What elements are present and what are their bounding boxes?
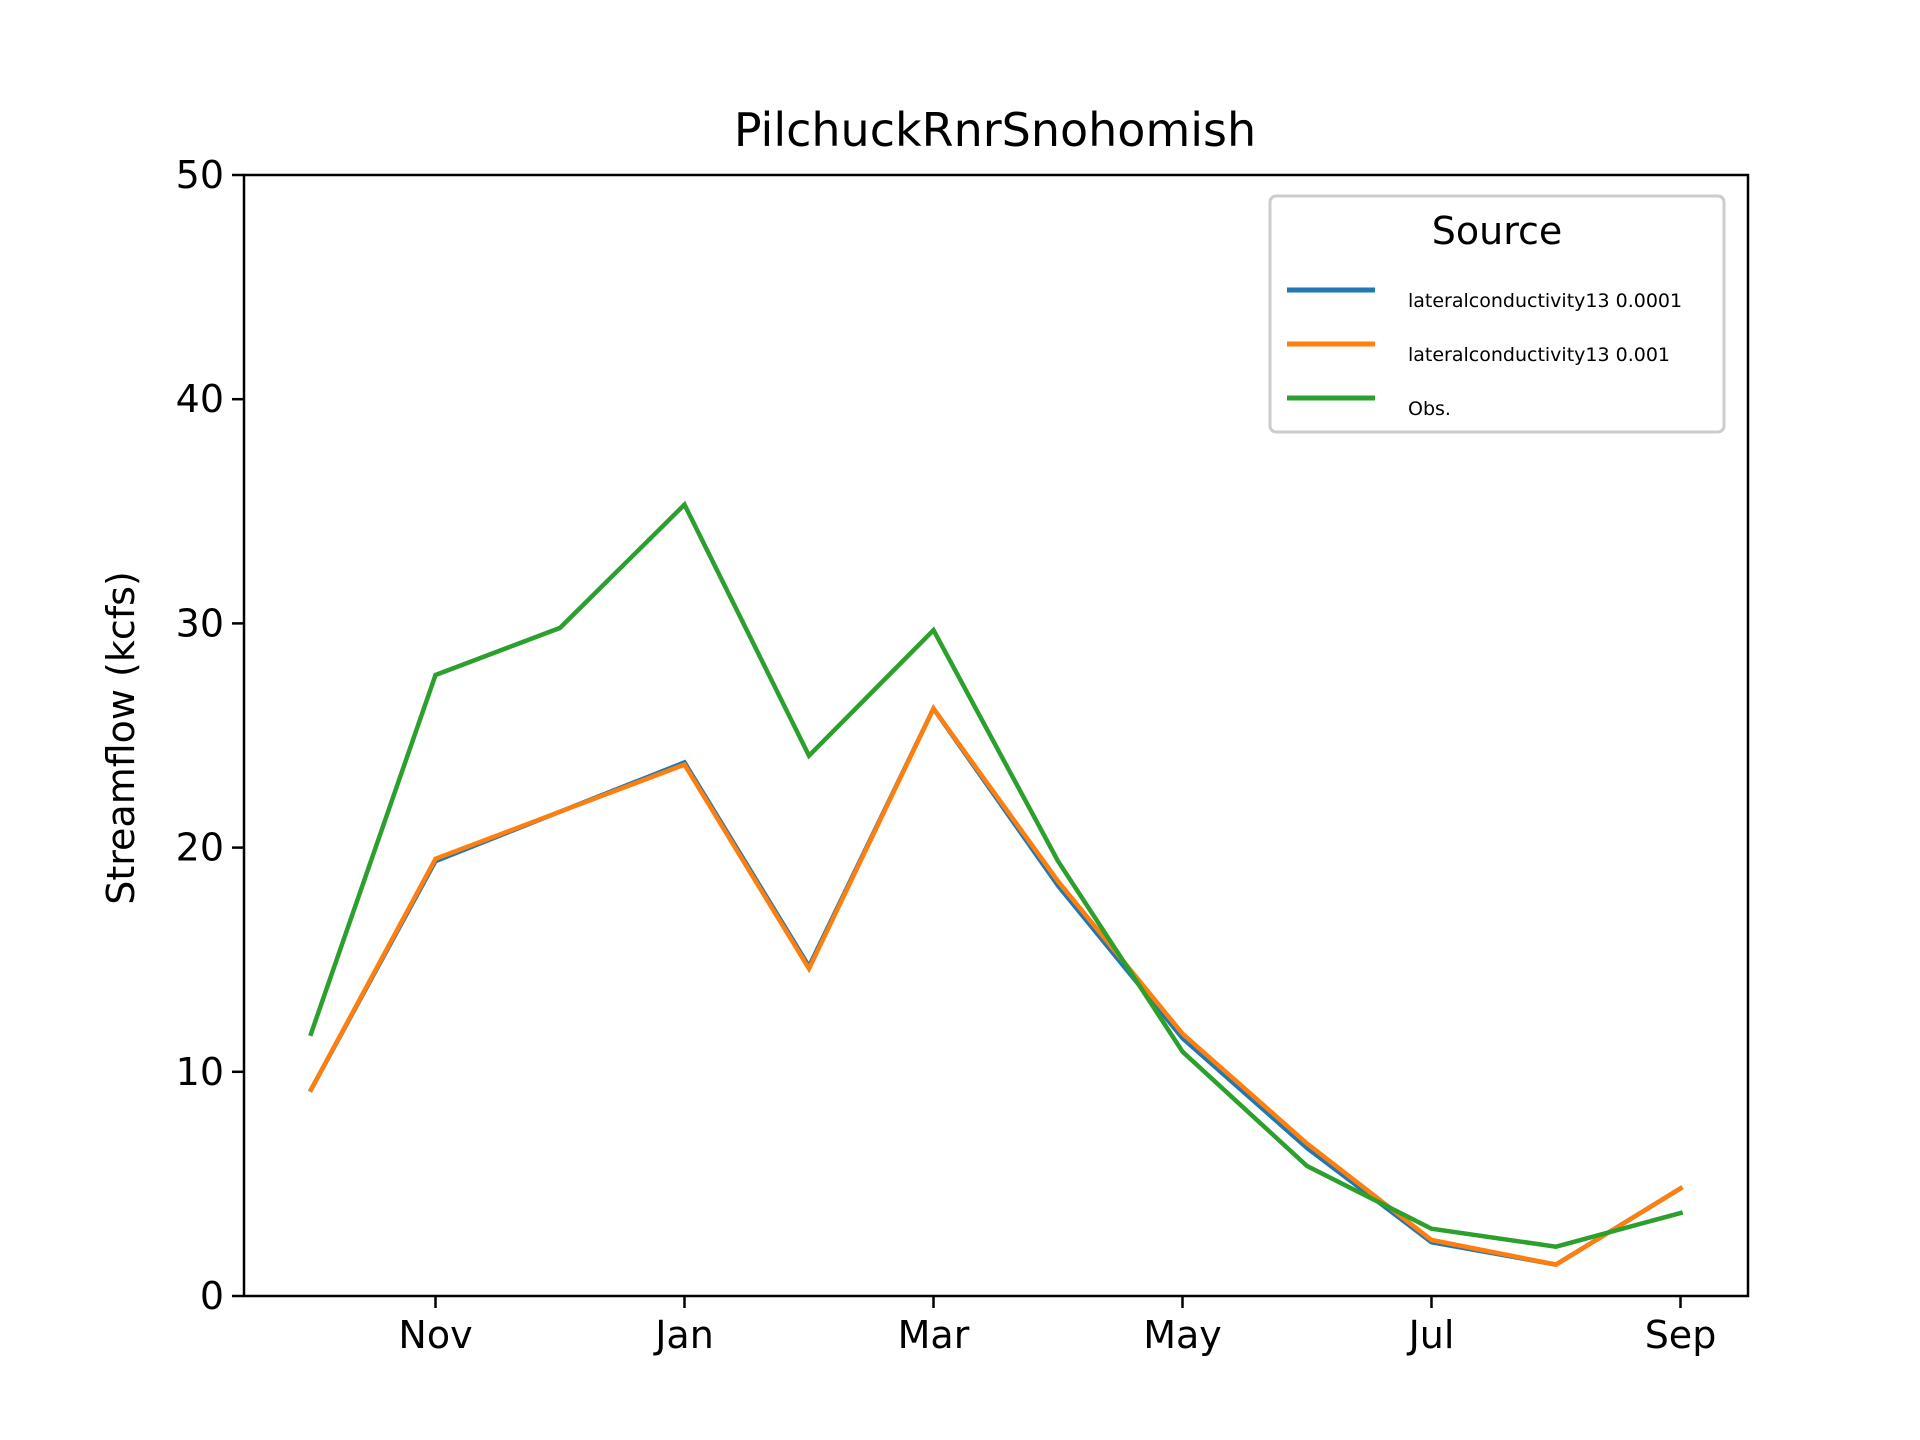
legend: Source lateralconductivity13 0.0001later… <box>1268 194 1726 434</box>
y-tick-label: 20 <box>176 826 224 870</box>
x-tick-label-may: May <box>1143 1313 1222 1357</box>
x-tick-label-jul: Jul <box>1407 1313 1455 1357</box>
y-tick-label: 40 <box>176 377 224 421</box>
legend-label-1: lateralconductivity13 0.0001 <box>1408 290 1682 312</box>
y-tick-label: 30 <box>176 601 224 645</box>
series-line-3 <box>308 500 1684 1249</box>
plot-lines <box>307 500 1684 1267</box>
y-axis-label: Streamflow (kcfs) <box>99 571 143 905</box>
y-axis-ticks: 0 10 20 30 40 50 <box>176 153 244 1318</box>
legend-title: Source <box>1432 209 1563 253</box>
x-tick-label-mar: Mar <box>898 1313 970 1357</box>
x-tick-label-sep: Sep <box>1645 1313 1717 1357</box>
y-tick-label: 0 <box>200 1274 224 1318</box>
legend-entries: lateralconductivity13 0.0001 lateralcondu… <box>1287 287 1682 420</box>
x-tick-label-jan: Jan <box>653 1313 714 1357</box>
plot-frame <box>242 173 1750 1298</box>
legend-label-3: Obs. <box>1408 398 1451 420</box>
chart-title: PilchuckRnrSnohomish <box>734 103 1256 157</box>
y-tick-label: 10 <box>176 1050 224 1094</box>
x-tick-label-nov: Nov <box>398 1313 472 1357</box>
legend-label-2: lateralconductivity13 0.001 <box>1408 344 1670 366</box>
series-line-2 <box>307 704 1684 1267</box>
legend-box <box>1268 194 1726 434</box>
x-axis-ticks: Nov Jan Mar May Jul Sep <box>398 1296 1716 1357</box>
y-tick-label: 50 <box>176 153 224 197</box>
